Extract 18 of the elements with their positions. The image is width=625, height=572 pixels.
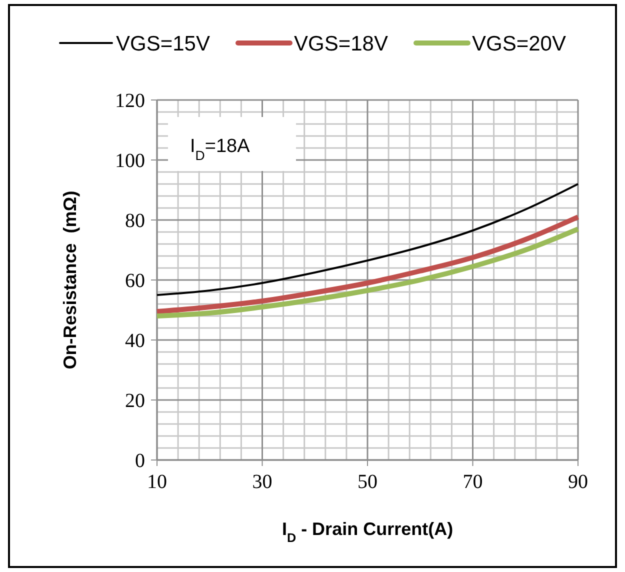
- annotation: I$_{D}$=18A: [190, 136, 250, 162]
- y-tick-label: 0: [135, 450, 145, 472]
- legend-label: VGS=20V: [472, 32, 566, 56]
- x-tick-label: 70: [462, 471, 483, 493]
- x-tick-label: 90: [568, 471, 588, 493]
- x-axis-title: I$_{D}$ - Drain Current(A): [282, 519, 454, 545]
- y-tick-label: 120: [115, 90, 145, 112]
- legend-label: VGS=18V: [294, 32, 388, 56]
- y-tick-label: 40: [125, 330, 145, 352]
- y-tick-label: 100: [115, 150, 145, 172]
- y-axis-title: On-Resistance (mΩ): [60, 190, 80, 370]
- x-tick-label: 50: [358, 471, 378, 493]
- y-tick-label: 80: [125, 210, 145, 232]
- y-tick-label: 60: [125, 270, 145, 292]
- legend-label: VGS=15V: [116, 32, 210, 56]
- y-tick-label: 20: [125, 390, 145, 412]
- x-tick-label: 10: [147, 471, 167, 493]
- x-tick-label: 30: [252, 471, 272, 493]
